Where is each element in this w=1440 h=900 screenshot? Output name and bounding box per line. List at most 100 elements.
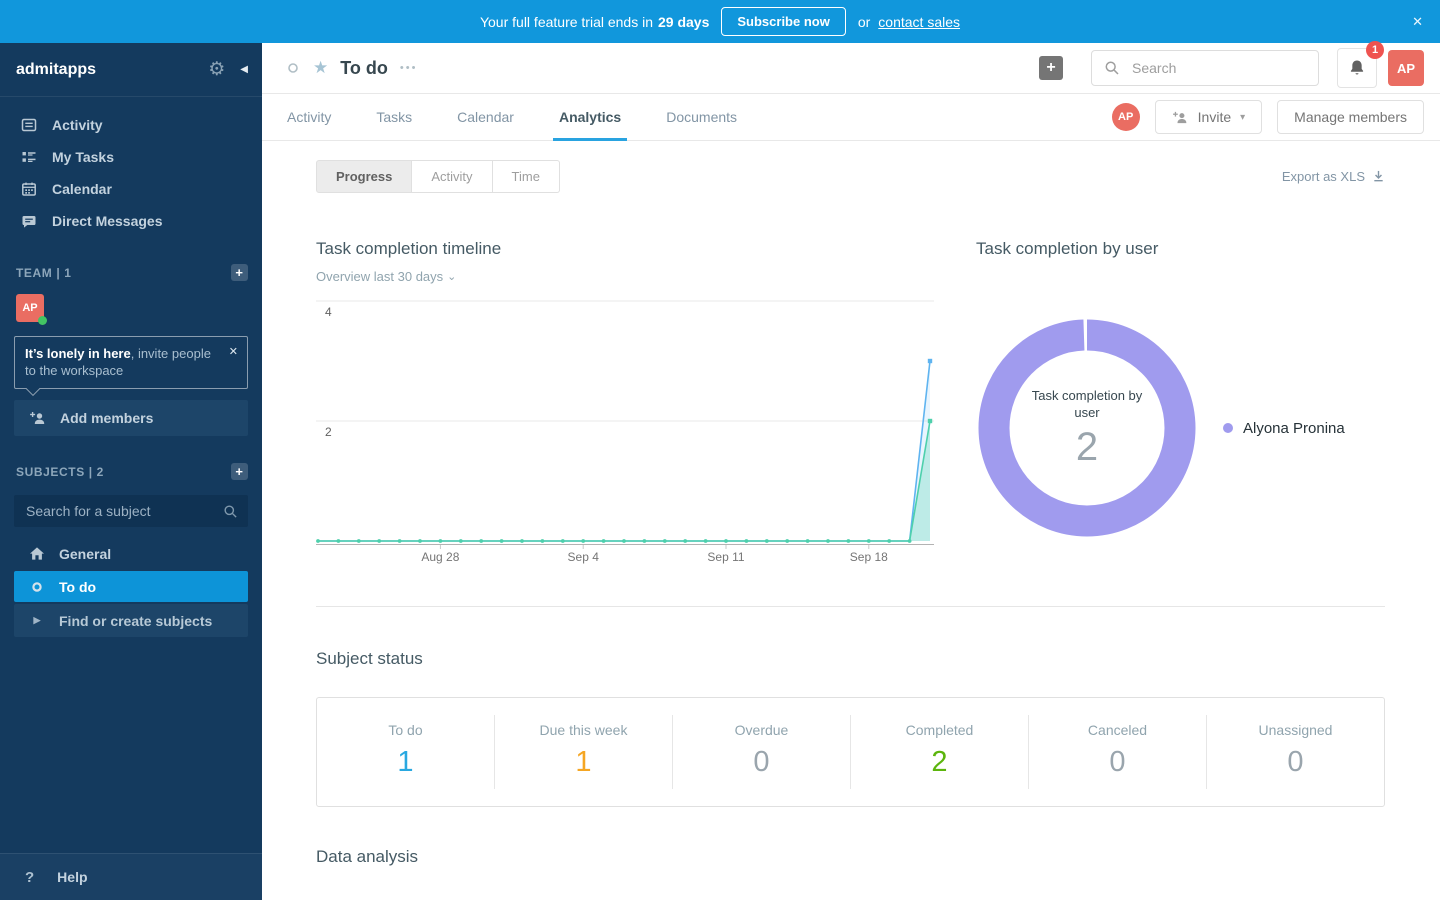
- sidebar-item-activity[interactable]: Activity: [0, 109, 262, 141]
- donut-area: Task completion by user 2 Alyona Pronina: [976, 317, 1385, 539]
- donut-legend-item: Alyona Pronina: [1223, 420, 1345, 437]
- manage-members-label: Manage members: [1294, 109, 1407, 125]
- more-options-icon[interactable]: •••: [399, 62, 418, 74]
- donut-section: Task completion by user Task completion …: [976, 239, 1385, 564]
- tab-bar: Activity Tasks Calendar Analytics Docume…: [262, 94, 1440, 141]
- svg-text:Sep 4: Sep 4: [568, 550, 600, 564]
- subject-label: To do: [59, 578, 97, 595]
- tab-documents[interactable]: Documents: [666, 108, 738, 125]
- sidebar-item-direct-messages[interactable]: Direct Messages: [0, 205, 262, 237]
- collapse-sidebar-icon[interactable]: ◀: [240, 64, 248, 75]
- sidebar-nav: Activity My Tasks Calendar Direct Messag…: [0, 97, 262, 237]
- sidebar-item-label: Direct Messages: [52, 213, 163, 229]
- charts-row: Task completion timeline Overview last 3…: [316, 239, 1385, 564]
- manage-members-button[interactable]: Manage members: [1277, 100, 1424, 134]
- invite-button[interactable]: Invite ▾: [1154, 100, 1263, 134]
- tab-bar-right: AP Invite ▾ Manage members: [1111, 100, 1424, 134]
- svg-text:2: 2: [325, 425, 332, 439]
- tooltip-close-icon[interactable]: ✕: [228, 346, 238, 358]
- contact-sales-link[interactable]: contact sales: [878, 13, 961, 30]
- global-search-input[interactable]: [1130, 59, 1306, 77]
- notifications-button[interactable]: 1: [1337, 41, 1384, 88]
- subscribe-now-button[interactable]: Subscribe now: [721, 7, 846, 36]
- svg-text:Aug 28: Aug 28: [421, 550, 459, 564]
- tab-tasks[interactable]: Tasks: [376, 108, 413, 125]
- data-analysis-title: Data analysis: [316, 847, 419, 866]
- bell-icon: [1350, 60, 1364, 75]
- tab-calendar[interactable]: Calendar: [457, 108, 514, 125]
- page-title: To do: [340, 57, 388, 78]
- status-cell-canceled: Canceled 0: [1029, 715, 1207, 789]
- sidebar-item-calendar[interactable]: Calendar: [0, 173, 262, 205]
- timeline-range-dropdown[interactable]: Overview last 30 days ⌄: [316, 269, 456, 284]
- subject-item-find-or-create[interactable]: ▶ Find or create subjects: [14, 604, 248, 637]
- activity-icon: [21, 118, 37, 132]
- add-members-button[interactable]: Add members: [14, 400, 248, 436]
- tooltip-bold-text: It’s lonely in here: [25, 346, 131, 361]
- direct-messages-icon: [22, 216, 36, 228]
- invite-label: Invite: [1197, 109, 1232, 125]
- home-icon: [30, 547, 44, 560]
- tab-activity[interactable]: Activity: [287, 108, 332, 125]
- segment-progress[interactable]: Progress: [316, 160, 413, 193]
- subject-search: [14, 495, 248, 527]
- status-value: 0: [1109, 746, 1126, 778]
- donut-center-label: Task completion by user: [1031, 387, 1143, 420]
- settings-gear-icon[interactable]: ⚙: [208, 59, 226, 80]
- data-analysis-section: Data analysis Name To do▾ Due this week …: [316, 847, 1385, 900]
- tooltip-tail: [25, 381, 41, 397]
- banner-close-icon[interactable]: ✕: [1412, 13, 1423, 29]
- sidebar-item-label: My Tasks: [52, 149, 114, 165]
- triangle-right-icon: ▶: [33, 615, 41, 625]
- trial-message: Your full feature trial ends in: [479, 13, 653, 30]
- status-value: 2: [931, 746, 948, 778]
- status-label: Overdue: [734, 722, 789, 738]
- search-icon: [224, 504, 237, 518]
- avatar-initials: AP: [22, 302, 38, 314]
- member-avatar[interactable]: AP: [1111, 103, 1140, 131]
- help-button[interactable]: ? Help: [0, 853, 262, 900]
- global-search: [1091, 50, 1319, 86]
- avatar-initials: AP: [1118, 111, 1134, 123]
- segment-activity[interactable]: Activity: [412, 160, 493, 193]
- status-cell-due-this-week: Due this week 1: [495, 715, 673, 789]
- quick-add-button[interactable]: +: [1039, 56, 1063, 80]
- help-label: Help: [57, 869, 88, 885]
- tab-analytics[interactable]: Analytics: [552, 94, 628, 141]
- header-right: + 1 AP: [1039, 41, 1424, 88]
- segment-time[interactable]: Time: [492, 160, 560, 193]
- favorite-star-icon[interactable]: ★: [313, 58, 329, 77]
- status-label: Completed: [905, 722, 974, 738]
- status-value: 1: [397, 746, 414, 778]
- subject-status-card: To do 1 Due this week 1 Overdue 0 Comp: [316, 697, 1385, 807]
- donut-center-value: 2: [1075, 424, 1099, 469]
- sidebar-header: admitapps ⚙ ◀: [0, 43, 262, 97]
- range-label: Overview last 30 days: [316, 269, 444, 284]
- workspace-name: admitapps: [16, 60, 97, 78]
- add-subject-icon[interactable]: +: [231, 463, 248, 480]
- user-avatar[interactable]: AP: [1388, 50, 1424, 86]
- subject-circle-icon: [32, 581, 42, 592]
- export-xls-link[interactable]: Export as XLS: [1282, 169, 1385, 184]
- team-section-header: TEAM | 1 +: [0, 264, 262, 281]
- sidebar: admitapps ⚙ ◀ Activity My Tasks Calendar: [0, 43, 262, 900]
- avatar-initials: AP: [1396, 60, 1416, 76]
- svg-text:Sep 18: Sep 18: [850, 550, 888, 564]
- subjects-section-label: SUBJECTS | 2: [16, 464, 104, 479]
- timeline-section: Task completion timeline Overview last 3…: [316, 239, 976, 564]
- subject-search-input[interactable]: [24, 502, 223, 520]
- trial-banner: Your full feature trial ends in 29 days …: [0, 0, 1440, 43]
- sidebar-item-my-tasks[interactable]: My Tasks: [0, 141, 262, 173]
- status-value: 0: [753, 746, 770, 778]
- section-divider: [316, 606, 1385, 607]
- subject-item-to-do[interactable]: To do: [14, 571, 248, 602]
- subject-item-general[interactable]: General: [14, 538, 248, 569]
- tooltip-text: , invite people to the workspace: [25, 346, 211, 378]
- donut-center: Task completion by user 2: [976, 317, 1198, 539]
- main-header: ★ To do ••• + 1 AP: [262, 41, 1440, 94]
- status-cell-overdue: Overdue 0: [673, 715, 851, 789]
- add-team-member-icon[interactable]: +: [231, 264, 248, 281]
- team-member-avatar[interactable]: AP: [16, 294, 47, 325]
- analytics-toolbar: Progress Activity Time Export as XLS: [316, 160, 1385, 193]
